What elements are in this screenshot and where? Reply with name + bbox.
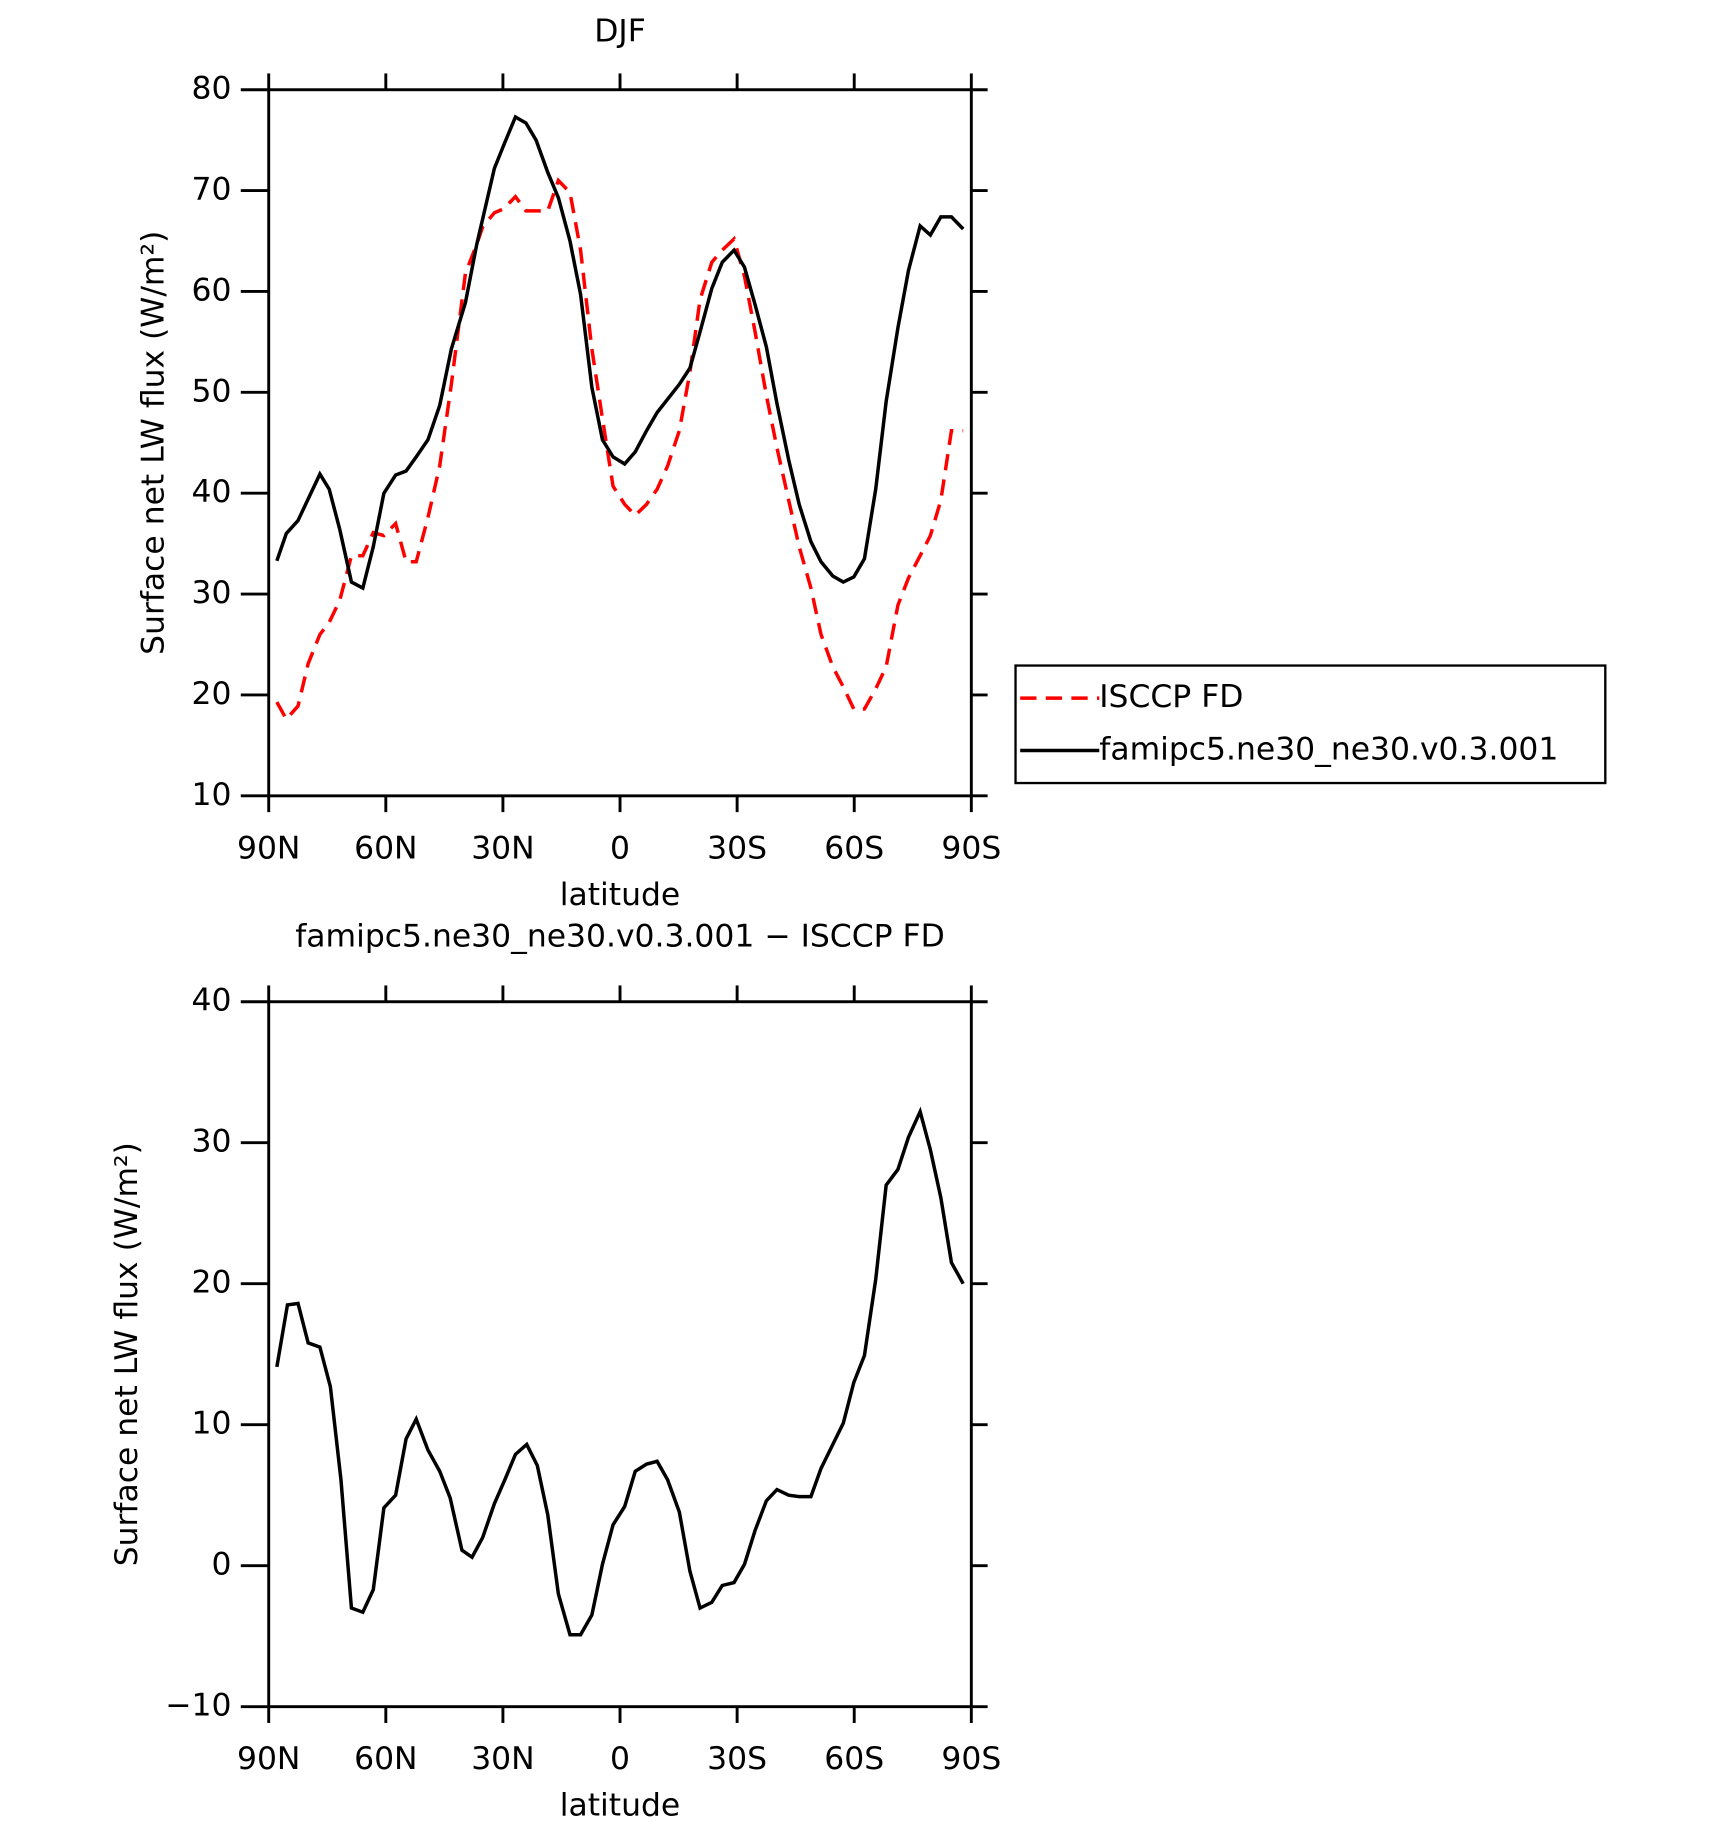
x-tick-label: 60N: [354, 830, 417, 866]
y-tick-label: 30: [192, 575, 232, 611]
y-tick-label: 30: [192, 1124, 232, 1160]
x-tick-label: 30N: [471, 830, 534, 866]
legend-label: famipc5.ne30_ne30.v0.3.001: [1099, 731, 1558, 767]
x-axis-label: latitude: [560, 1788, 680, 1822]
y-tick-label: 60: [192, 272, 232, 308]
y-tick-label: 20: [192, 676, 232, 712]
x-tick-label: 90N: [237, 830, 300, 866]
x-axis-label: latitude: [560, 877, 680, 913]
x-tick-label: 0: [610, 830, 630, 866]
x-tick-label: 90N: [237, 1741, 300, 1777]
x-tick-label: 30S: [707, 1741, 767, 1777]
x-tick-label: 90S: [941, 1741, 1001, 1777]
chart-title: famipc5.ne30_ne30.v0.3.001 − ISCCP FD: [295, 919, 945, 955]
y-tick-label: 70: [192, 172, 232, 208]
x-tick-label: 60S: [824, 830, 884, 866]
x-tick-label: 60N: [354, 1741, 417, 1777]
y-axis-label: Surface net LW flux (W/m²): [109, 1142, 145, 1566]
y-tick-label: 40: [192, 474, 232, 510]
y-axis-label: Surface net LW flux (W/m²): [136, 231, 172, 655]
data-line: [275, 1106, 965, 1637]
x-tick-label: 30N: [471, 1741, 534, 1777]
y-tick-label: 80: [192, 71, 232, 107]
y-tick-label: 10: [192, 777, 232, 813]
x-tick-label: 60S: [824, 1741, 884, 1777]
y-tick-label: 50: [192, 373, 232, 409]
x-tick-label: 30S: [707, 830, 767, 866]
data-line: [275, 177, 964, 723]
y-tick-label: 40: [192, 983, 232, 1019]
y-tick-label: −10: [165, 1688, 231, 1724]
data-line: [275, 114, 965, 591]
chart-title: DJF: [594, 14, 646, 50]
x-tick-label: 0: [610, 1741, 630, 1777]
x-tick-label: 90S: [941, 830, 1001, 866]
y-tick-label: 0: [212, 1547, 232, 1583]
legend-box: [1014, 664, 1607, 785]
y-tick-label: 10: [192, 1406, 232, 1442]
plot-frame: [267, 88, 973, 798]
y-tick-label: 20: [192, 1265, 232, 1301]
legend-label: ISCCP FD: [1099, 679, 1243, 715]
